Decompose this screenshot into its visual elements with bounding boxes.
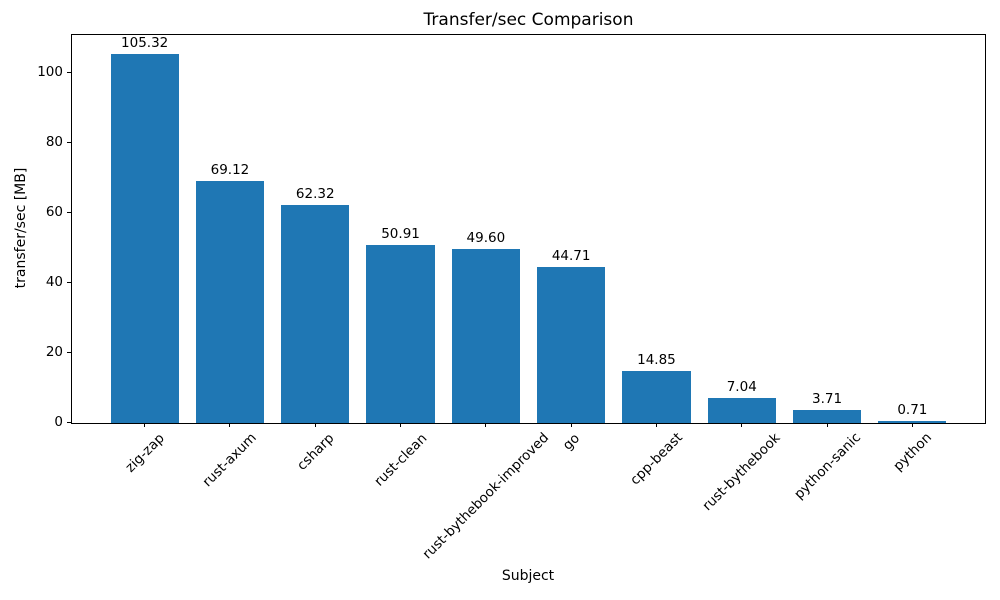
x-tick-mark: [229, 423, 231, 427]
bar-value-label: 7.04: [726, 379, 757, 396]
x-tick-label: zig-zap: [122, 429, 168, 476]
bar-value-label: 62.32: [295, 185, 335, 202]
bar: [366, 244, 435, 423]
x-tick-label: rust-bythebook: [699, 430, 784, 515]
x-tick-mark: [655, 423, 657, 427]
bar: [110, 54, 179, 423]
y-tick-mark: [67, 211, 71, 213]
y-tick-label: 0: [54, 414, 63, 430]
bar-value-label: 14.85: [637, 352, 676, 369]
y-tick-label: 60: [45, 204, 63, 221]
x-tick-mark: [911, 423, 913, 427]
x-axis-label: Subject: [501, 568, 555, 584]
bar: [281, 204, 350, 423]
x-tick-label: go: [559, 430, 583, 454]
y-tick-label: 40: [45, 274, 63, 291]
bar: [451, 249, 520, 423]
y-tick-mark: [67, 421, 71, 423]
x-tick-label: cpp-beast: [627, 430, 686, 489]
y-tick-label: 20: [45, 344, 63, 361]
x-tick-mark: [741, 423, 743, 427]
bar: [622, 371, 691, 423]
y-tick-label: 100: [37, 64, 63, 81]
bar-value-label: 44.71: [551, 247, 591, 264]
x-tick-label: csharp: [293, 429, 338, 474]
x-tick-mark: [826, 423, 828, 427]
y-tick-label: 80: [45, 134, 63, 151]
x-tick-label: python-sanic: [790, 429, 864, 503]
bar: [878, 420, 947, 423]
x-tick-mark: [485, 423, 487, 427]
y-tick-mark: [67, 71, 71, 73]
bar: [792, 410, 862, 423]
y-tick-mark: [67, 281, 71, 283]
bar-value-label: 69.12: [210, 162, 250, 179]
x-tick-mark: [314, 423, 316, 427]
x-tick-label: rust-bythebook-improved: [419, 430, 553, 563]
x-tick-mark: [144, 423, 146, 427]
x-tick-label: rust-axum: [199, 429, 261, 491]
bar: [707, 398, 776, 423]
bar-value-label: 105.32: [121, 35, 169, 52]
bar-value-label: 50.91: [381, 225, 420, 242]
y-tick-mark: [67, 351, 71, 353]
x-tick-mark: [400, 423, 402, 427]
bar-value-label: 49.60: [466, 230, 506, 247]
x-tick-mark: [570, 423, 572, 427]
x-tick-label: python: [890, 429, 935, 475]
bar-value-label: 0.71: [897, 401, 928, 418]
y-axis-label: transfer/sec [MB]: [13, 167, 29, 289]
x-tick-label: rust-clean: [370, 430, 430, 490]
bar-value-label: 3.71: [812, 391, 843, 408]
chart-title: Transfer/sec Comparison: [423, 10, 634, 30]
bar: [195, 181, 265, 423]
plot-area: 105.32 69.12 62.32 50.91 49.60 44.71 14.85 7.04…: [71, 34, 986, 424]
y-tick-mark: [67, 141, 71, 143]
bar: [537, 266, 606, 423]
